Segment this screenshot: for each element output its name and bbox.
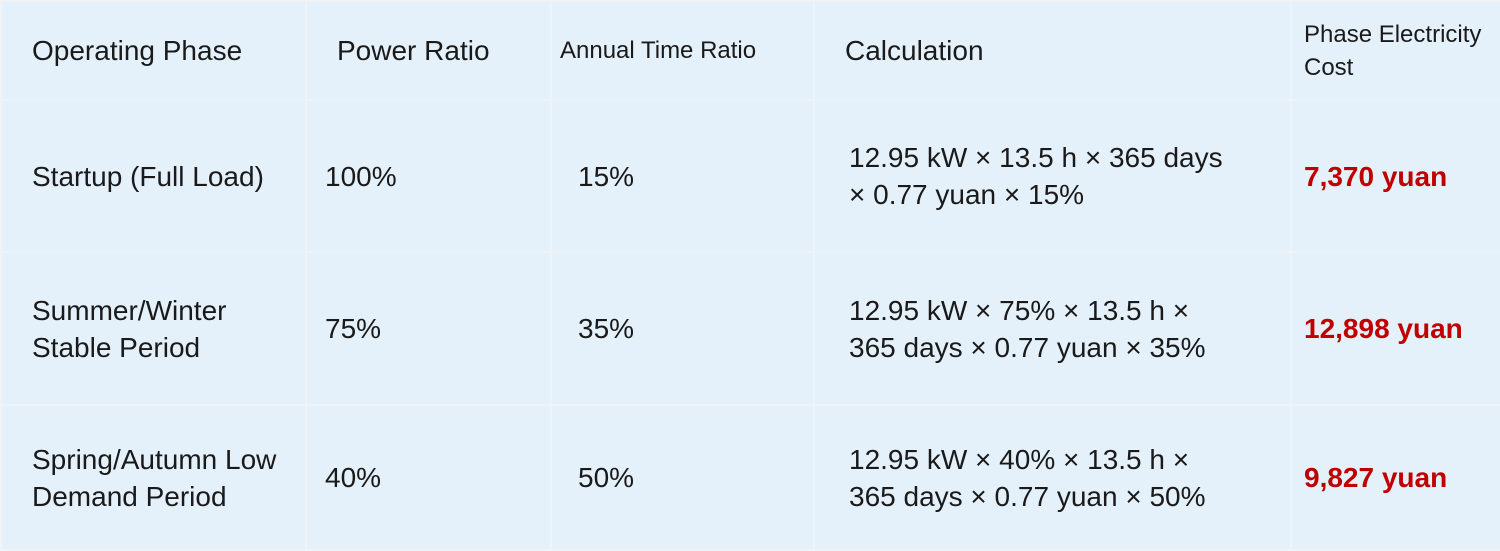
header-cell: Operating Phase: [0, 0, 307, 101]
calculation-text: 12.95 kW × 13.5 h × 365 days × 0.77 yuan…: [849, 142, 1223, 210]
table-cell: 35%: [550, 251, 815, 406]
table-cell: Spring/Autumn Low Demand Period: [0, 404, 307, 551]
table-cell: 40%: [305, 404, 552, 551]
cost-cell: 7,370 yuan: [1290, 99, 1500, 253]
cost-cell: 12,898 yuan: [1290, 251, 1500, 406]
table-cell: 12.95 kW × 40% × 13.5 h × 365 days × 0.7…: [813, 404, 1292, 551]
header-cell: Calculation: [813, 0, 1292, 101]
header-cell: Power Ratio: [305, 0, 552, 101]
calculation-text: 12.95 kW × 40% × 13.5 h × 365 days × 0.7…: [849, 443, 1206, 512]
calculation-text: 12.95 kW × 75% × 13.5 h × 365 days × 0.7…: [849, 294, 1206, 363]
cost-cell: 9,827 yuan: [1290, 404, 1500, 551]
table-cell: Startup (Full Load): [0, 99, 307, 253]
table-row: Summer/Winter Stable Period 75% 35% 12.95 k…: [0, 251, 1500, 406]
table-cell: Summer/Winter Stable Period: [0, 251, 307, 406]
table-cell: 100%: [305, 99, 552, 253]
header-cell: Phase Electricity Cost: [1290, 0, 1500, 101]
table-cell: 75%: [305, 251, 552, 406]
header-row: Operating Phase Power Ratio Annual Time Ra…: [0, 0, 1500, 101]
table-head: Operating Phase Power Ratio Annual Time Ra…: [0, 0, 1500, 101]
header-cell: Annual Time Ratio: [550, 0, 815, 101]
table-body: Startup (Full Load) 100% 15% 12.95 kW × 13.…: [0, 99, 1500, 551]
table-row: Startup (Full Load) 100% 15% 12.95 kW × 13.…: [0, 99, 1500, 253]
table-row: Spring/Autumn Low Demand Period 40% 50% 12.…: [0, 404, 1500, 551]
table-cell: 15%: [550, 99, 815, 253]
table-cell: 50%: [550, 404, 815, 551]
table-cell: 12.95 kW × 13.5 h × 365 days × 0.77 yuan…: [813, 99, 1292, 253]
table-cell: 12.95 kW × 75% × 13.5 h × 365 days × 0.7…: [813, 251, 1292, 406]
